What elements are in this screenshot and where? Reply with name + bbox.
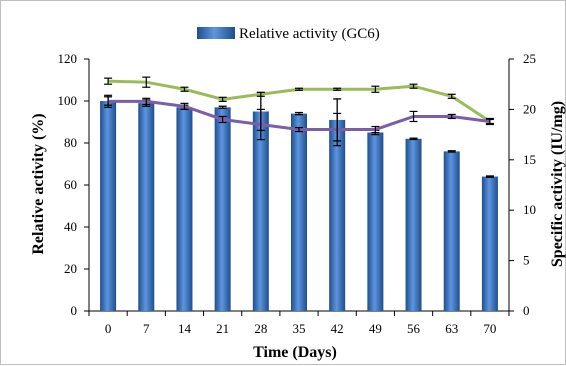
y-tick-label-left: 100 <box>58 93 78 108</box>
x-tick-label: 0 <box>105 321 112 336</box>
bar <box>214 107 231 311</box>
y-tick-label-left: 0 <box>71 303 78 318</box>
plot-area: 0 20 40 60 80 100 120 0 5 10 15 20 25 0 7 14 21 28 35 42 49 5… <box>58 51 537 336</box>
x-tick-label: 7 <box>143 321 150 336</box>
bar <box>329 119 346 312</box>
legend-swatch-relative-activity <box>197 27 235 39</box>
y-axis-title-right: Specific activity (IU/mg) <box>549 101 566 267</box>
bar <box>481 176 498 311</box>
y-tick-label-left: 60 <box>64 177 77 192</box>
y-tick-label-left: 20 <box>64 261 77 276</box>
x-tick-label: 56 <box>407 321 421 336</box>
y-tick-label-right: 0 <box>523 303 530 318</box>
legend: Relative activity (GC6) <box>197 26 380 42</box>
bar <box>405 138 422 311</box>
y-tick-label-right: 20 <box>523 101 536 116</box>
bar <box>138 103 155 311</box>
y-tick-label-left: 120 <box>58 51 78 66</box>
bar <box>100 101 117 311</box>
y-tick-label-left: 40 <box>64 219 77 234</box>
x-tick-label: 70 <box>483 321 496 336</box>
bar <box>367 132 384 311</box>
y-tick-label-right: 25 <box>523 51 536 66</box>
x-tick-label: 63 <box>445 321 458 336</box>
bar <box>252 111 269 311</box>
y-axis-title-left: Relative activity (%) <box>30 113 47 254</box>
legend-label-relative-activity: Relative activity (GC6) <box>239 26 380 42</box>
bar <box>443 151 460 311</box>
bar <box>291 113 307 311</box>
x-axis-title: Time (Days) <box>253 344 337 361</box>
bar <box>176 107 193 311</box>
y-tick-label-right: 10 <box>523 202 536 217</box>
x-tick-label: 35 <box>293 321 306 336</box>
y-tick-label-right: 5 <box>523 253 530 268</box>
x-tick-label: 49 <box>369 321 382 336</box>
x-tick-label: 14 <box>178 321 192 336</box>
y-tick-label-right: 15 <box>523 152 536 167</box>
x-tick-label: 21 <box>216 321 229 336</box>
x-tick-label: 42 <box>331 321 344 336</box>
x-tick-label: 28 <box>254 321 267 336</box>
y-tick-label-left: 80 <box>64 135 77 150</box>
